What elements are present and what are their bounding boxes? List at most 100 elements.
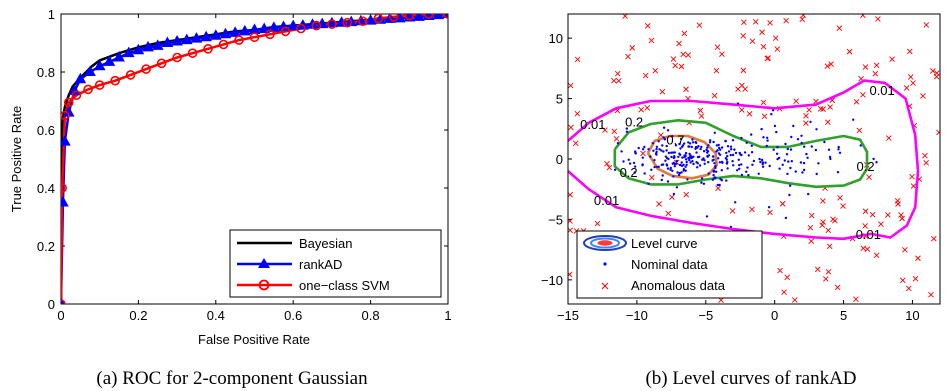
roc-marker <box>125 70 136 80</box>
anomalous-point <box>799 16 806 23</box>
roc-x-tick-label: 1 <box>444 308 451 323</box>
nominal-point <box>709 139 712 142</box>
nominal-point <box>703 159 706 162</box>
nominal-point <box>665 144 668 148</box>
anomalous-point <box>837 195 843 201</box>
anomalous-point <box>658 132 664 139</box>
anomalous-point <box>936 129 940 136</box>
roc-marker <box>142 40 154 52</box>
nominal-point <box>702 157 705 160</box>
anomalous-point <box>676 40 682 47</box>
nominal-point <box>736 169 739 172</box>
nominal-point <box>743 151 747 154</box>
anomalous-point <box>820 106 826 112</box>
anomalous-point <box>889 56 895 63</box>
level-curve-legend-icon <box>583 235 627 251</box>
nominal-point <box>671 169 674 172</box>
roc-marker <box>151 39 164 50</box>
anomalous-point <box>793 98 799 104</box>
nominal-point <box>726 167 729 170</box>
level-x-tick-label: −5 <box>698 308 713 323</box>
nominal-point <box>775 152 779 155</box>
nominal-point <box>803 145 806 148</box>
nominal-point <box>815 172 818 176</box>
nominal-point <box>806 156 809 159</box>
anomalous-point <box>738 107 745 113</box>
nominal-point <box>733 148 736 151</box>
nominal-point <box>697 145 700 148</box>
nominal-point <box>713 162 716 165</box>
level-x-ticks: −15 −10 −5 0 5 10 <box>557 300 920 323</box>
nominal-point <box>776 157 779 161</box>
nominal-legend-marker <box>603 262 607 266</box>
nominal-point <box>685 163 688 166</box>
roc-marker <box>229 26 241 37</box>
nominal-point <box>660 178 663 182</box>
nominal-point <box>660 163 663 166</box>
nominal-point <box>718 161 722 164</box>
nominal-point <box>702 150 706 153</box>
level-y-tick-label: 5 <box>556 92 563 107</box>
nominal-point <box>837 148 840 151</box>
contour-label: 0.01 <box>869 83 894 98</box>
roc-marker <box>200 30 212 42</box>
roc-legend-entries: Bayesian rankAD one−class SVM <box>237 236 390 293</box>
nominal-point <box>707 154 711 157</box>
anomalous-point <box>779 200 786 207</box>
roc-marker <box>238 24 251 36</box>
anomalous-point <box>915 255 921 262</box>
nominal-point <box>634 152 637 155</box>
nominal-point <box>800 134 803 137</box>
anomalous-point <box>873 62 880 69</box>
roc-marker <box>432 14 445 20</box>
roc-x-tick-label: 0 <box>57 308 64 323</box>
roc-marker <box>277 20 290 32</box>
nominal-point <box>688 142 692 145</box>
nominal-point <box>716 149 719 152</box>
nominal-point <box>680 161 683 164</box>
nominal-point <box>667 151 671 155</box>
anomalous-point <box>807 224 814 231</box>
anomalous-point <box>742 86 748 92</box>
nominal-point <box>785 153 789 156</box>
nominal-point <box>672 175 675 178</box>
nominal-point <box>678 142 681 146</box>
anomalous-point <box>814 266 821 273</box>
nominal-point <box>746 166 749 169</box>
nominal-point <box>745 141 748 144</box>
nominal-point <box>696 155 700 159</box>
nominal-point <box>787 160 790 163</box>
nominal-point <box>786 172 789 176</box>
nominal-point <box>784 142 787 146</box>
anomalous-point <box>853 98 860 105</box>
nominal-point <box>681 156 684 159</box>
nominal-point <box>750 151 754 154</box>
nominal-point <box>762 136 765 139</box>
nominal-point <box>828 155 832 159</box>
nominal-point <box>666 167 670 170</box>
level-x-tick-label: 5 <box>840 308 847 323</box>
anomalous-point <box>648 37 655 44</box>
anomalous-point <box>902 247 908 253</box>
contour-label: 0.01 <box>594 193 619 208</box>
anomalous-point <box>864 246 871 252</box>
nominal-point <box>628 162 632 165</box>
nominal-point <box>715 144 719 147</box>
roc-y-tick-label: 1 <box>48 7 55 22</box>
roc-marker <box>258 22 271 34</box>
nominal-point <box>758 157 761 161</box>
nominal-point <box>721 161 724 164</box>
anomalous-point <box>862 208 869 215</box>
nominal-point <box>713 131 716 134</box>
anomalous-point <box>860 92 866 98</box>
nominal-point <box>767 206 771 209</box>
anomalous-point <box>860 14 866 19</box>
anomalous-point <box>683 191 690 198</box>
nominal-point <box>633 165 637 168</box>
nominal-point <box>766 136 769 139</box>
roc-legend-label: rankAD <box>299 257 342 272</box>
nominal-point <box>801 171 804 174</box>
nominal-point <box>725 179 728 182</box>
nominal-point <box>667 157 670 161</box>
